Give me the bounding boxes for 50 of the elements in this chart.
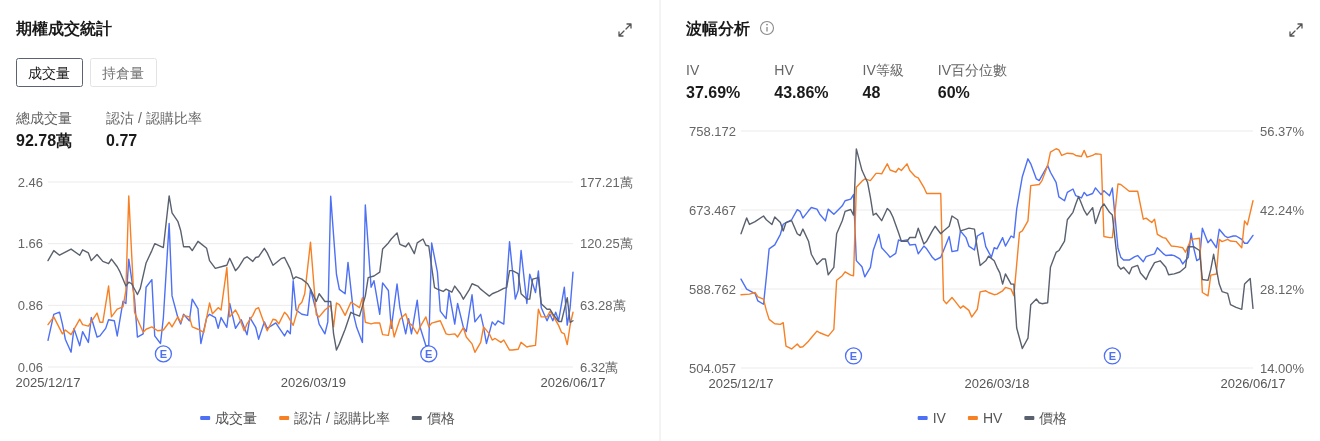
y2-tick-label: 63.28萬 (580, 297, 626, 313)
text: 37.69% (686, 84, 741, 101)
y-tick-label: 2.46 (17, 174, 43, 190)
y-tick-label: 0.86 (17, 297, 43, 313)
chart-title: 期權成交統計 (15, 19, 112, 37)
text: 0.77 (106, 132, 138, 149)
y2-tick-label: 42.24% (1260, 202, 1305, 218)
annotation: E (1108, 349, 1117, 362)
text: 總成交量 (15, 110, 72, 126)
text: 43.86% (774, 84, 829, 101)
y-tick-label: 0.06 (17, 359, 43, 375)
y2-tick-label: 28.12% (1260, 281, 1305, 297)
text: 成交量 (28, 65, 70, 81)
annotation: E (425, 347, 433, 360)
annotation: E (849, 349, 858, 362)
y2-tick-label: 6.32萬 (580, 359, 619, 375)
line-series (740, 148, 1254, 350)
legend-label: 價格 (426, 410, 455, 426)
text: HV (774, 62, 795, 78)
y-tick-label: 758.172 (689, 123, 736, 139)
x-tick-label: 2026/03/18 (964, 376, 1030, 391)
x-tick-label: 2025/12/17 (708, 376, 774, 391)
text: IV等級 (862, 62, 904, 78)
y-tick-label: 588.762 (689, 281, 736, 297)
chart-title: 波幅分析 (685, 20, 750, 37)
text: 60% (937, 84, 970, 101)
text: 92.78萬 (16, 132, 73, 149)
y2-tick-label: 14.00% (1260, 360, 1305, 376)
y-tick-label: 1.66 (17, 236, 43, 252)
y2-tick-label: 56.37% (1260, 123, 1305, 139)
x-tick-label: 2026/03/19 (280, 375, 346, 390)
y2-tick-label: 177.21萬 (580, 174, 633, 190)
text: IV (686, 62, 700, 78)
text: 認沽 / 認購比率 (106, 110, 202, 126)
legend-label: HV (982, 410, 1003, 426)
annotation: E (159, 347, 168, 360)
y-tick-label: 673.467 (689, 202, 736, 218)
y2-tick-label: 120.25萬 (580, 236, 633, 252)
text: IV百分位數 (937, 62, 1007, 78)
y-tick-label: 504.057 (689, 360, 736, 376)
text: 48 (862, 84, 881, 101)
legend-label: 價格 (1039, 410, 1068, 426)
x-tick-label: 2025/12/17 (15, 375, 81, 390)
legend-label: IV (932, 410, 947, 426)
legend-label: 成交量 (215, 410, 258, 426)
line-series (740, 158, 1254, 305)
x-tick-label: 2026/06/17 (1220, 376, 1286, 391)
text: 持倉量 (102, 65, 144, 81)
legend-label: 認沽 / 認購比率 (294, 410, 390, 426)
x-tick-label: 2026/06/17 (540, 375, 606, 390)
